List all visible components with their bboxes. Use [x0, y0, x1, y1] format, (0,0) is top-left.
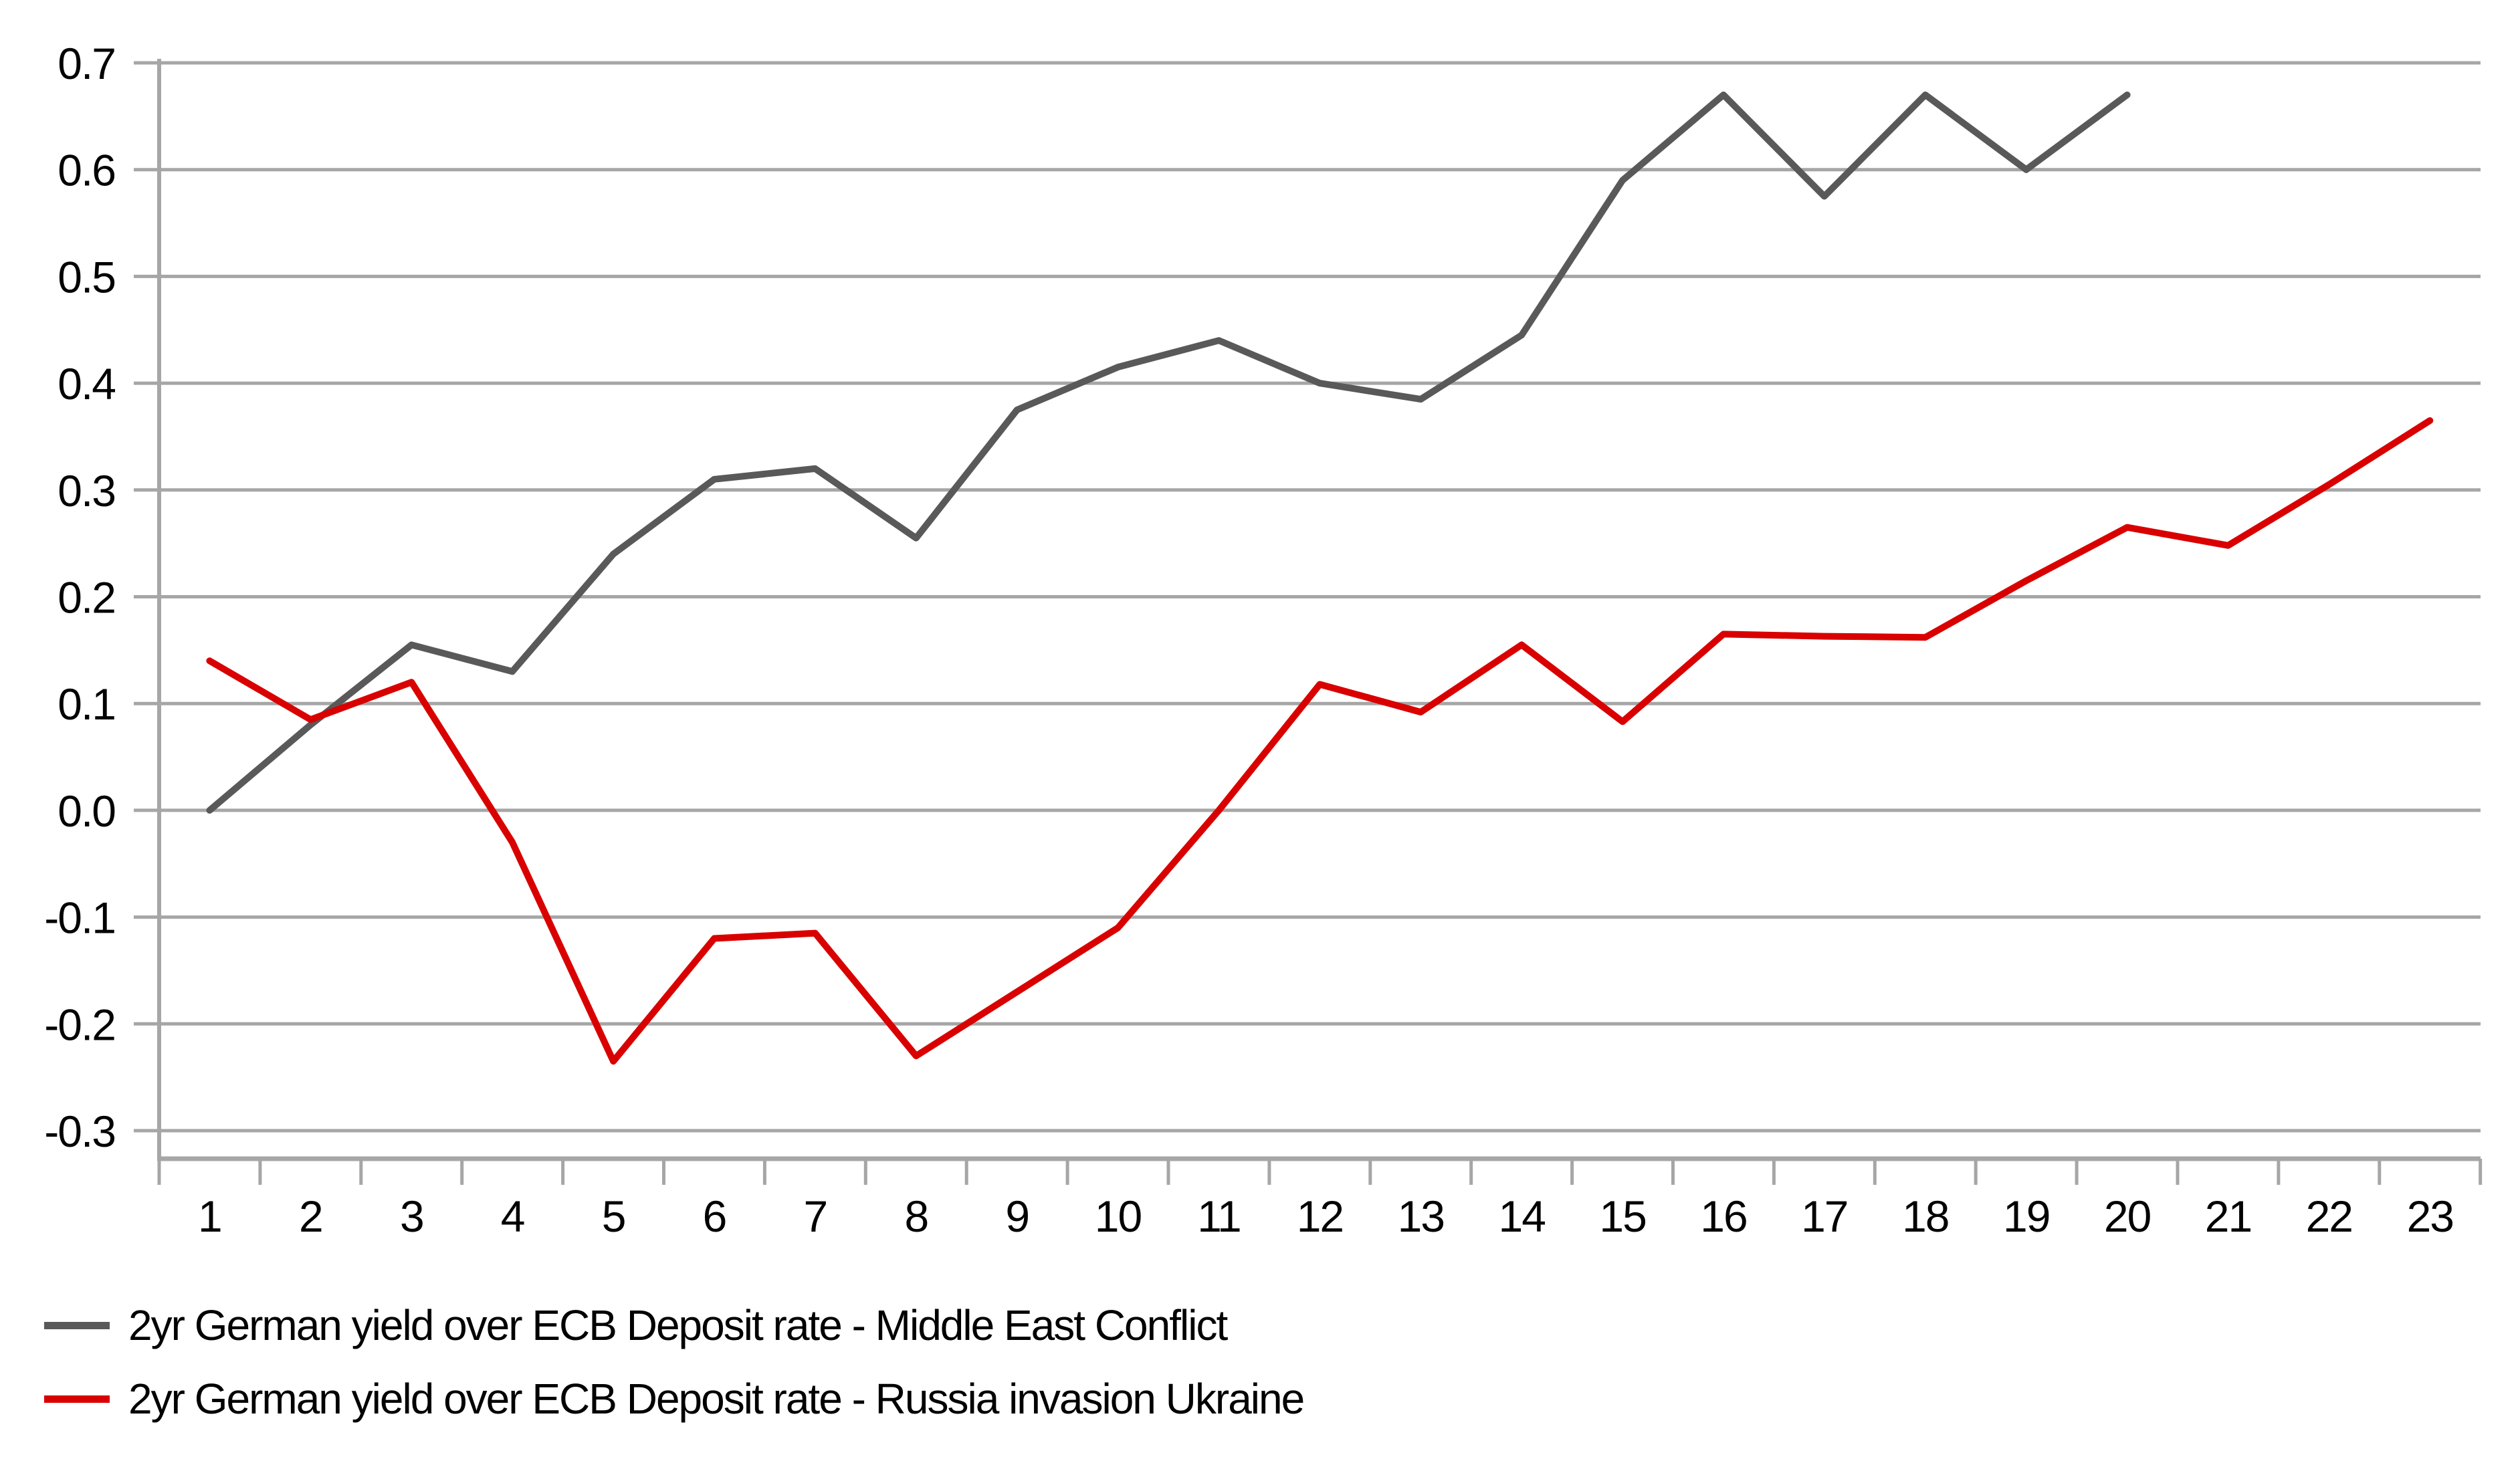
x-tick-label: 5	[602, 1192, 625, 1241]
y-tick-label: 0.1	[58, 679, 115, 729]
x-tick-label: 1	[198, 1192, 221, 1241]
x-tick-label: 13	[1398, 1192, 1444, 1241]
y-tick-label: 0.3	[58, 466, 115, 516]
x-tick-label: 9	[1005, 1192, 1029, 1241]
y-tick-label: -0.3	[44, 1107, 115, 1156]
legend-swatch-red-line-icon	[44, 1395, 110, 1403]
x-tick-label: 14	[1498, 1192, 1545, 1241]
x-tick-label: 7	[803, 1192, 827, 1241]
y-tick-label: 0.6	[58, 146, 115, 195]
legend-item-middle-east-conflict: 2yr German yield over ECB Deposit rate -…	[44, 1301, 1303, 1349]
x-tick-label: 11	[1197, 1192, 1241, 1241]
x-tick-label: 17	[1801, 1192, 1847, 1241]
y-tick-label: 0.0	[58, 786, 115, 836]
x-tick-label: 15	[1599, 1192, 1645, 1241]
y-tick-label: 0.5	[58, 252, 115, 302]
legend: 2yr German yield over ECB Deposit rate -…	[44, 1301, 1305, 1423]
x-tick-label: 19	[2003, 1192, 2049, 1241]
x-tick-label: 18	[1902, 1192, 1948, 1241]
x-tick-label: 6	[703, 1192, 726, 1241]
x-tick-label: 2	[299, 1192, 322, 1241]
x-tick-label: 12	[1297, 1192, 1343, 1241]
y-tick-label: 0.4	[58, 359, 115, 409]
legend-label-middle-east-conflict: 2yr German yield over ECB Deposit rate -…	[128, 1301, 1228, 1349]
x-tick-label: 10	[1095, 1192, 1142, 1241]
legend-label-russia-invasion-ukraine: 2yr German yield over ECB Deposit rate -…	[128, 1375, 1305, 1423]
y-tick-label: 0.2	[58, 573, 115, 623]
x-tick-label: 4	[501, 1192, 524, 1241]
x-tick-label: 21	[2205, 1192, 2251, 1241]
y-tick-label: -0.2	[44, 1000, 115, 1049]
x-tick-label: 8	[904, 1192, 928, 1241]
x-tick-label: 16	[1700, 1192, 1746, 1241]
x-tick-label: 22	[2306, 1192, 2352, 1241]
y-tick-label: 0.7	[58, 39, 115, 88]
series-line-russia-invasion-ukraine	[206, 417, 2434, 1065]
x-tick-label: 20	[2104, 1192, 2151, 1241]
legend-item-russia-invasion-ukraine: 2yr German yield over ECB Deposit rate -…	[44, 1375, 1305, 1423]
legend-swatch-gray-line-icon	[44, 1321, 110, 1329]
y-tick-label: -0.1	[44, 893, 115, 943]
series-line-middle-east-conflict	[206, 91, 2131, 814]
x-tick-label: 3	[400, 1192, 423, 1241]
x-tick-label: 23	[2407, 1192, 2453, 1241]
